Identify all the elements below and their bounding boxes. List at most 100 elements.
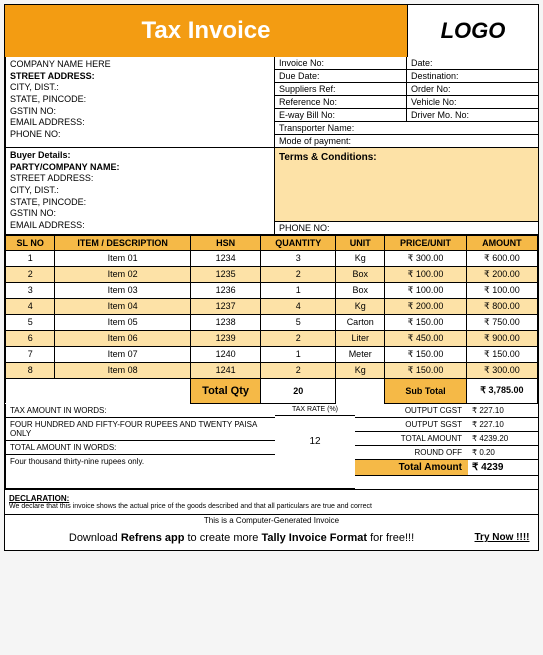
summary-right: TAX RATE (%) 12 OUTPUT CGST₹ 227.10 OUTP… bbox=[275, 404, 538, 489]
cell-unit: Box bbox=[336, 266, 385, 282]
breakdown: OUTPUT CGST₹ 227.10 OUTPUT SGST₹ 227.10 … bbox=[355, 404, 538, 489]
cell-sl: 5 bbox=[6, 314, 55, 330]
buyer-gstin: GSTIN NO: bbox=[10, 208, 270, 220]
buyer-phone: PHONE NO: bbox=[275, 221, 538, 234]
label-suppliers-ref: Suppliers Ref: bbox=[275, 83, 407, 96]
tax-rate-value: 12 bbox=[275, 416, 355, 467]
cell-hsn: 1238 bbox=[190, 314, 261, 330]
total-amount-value: ₹ 4239.20 bbox=[468, 432, 538, 446]
cell-unit: Meter bbox=[336, 346, 385, 362]
cell-qty: 2 bbox=[261, 362, 336, 378]
label-eway: E-way Bill No: bbox=[275, 109, 407, 122]
declaration-text: We declare that this invoice shows the a… bbox=[9, 503, 534, 510]
cell-price: ₹ 150.00 bbox=[385, 362, 467, 378]
cell-qty: 2 bbox=[261, 266, 336, 282]
label-order-no: Order No: bbox=[407, 83, 538, 96]
round-off-label: ROUND OFF bbox=[355, 446, 468, 460]
cell-hsn: 1234 bbox=[190, 250, 261, 266]
seller-block: COMPANY NAME HERE STREET ADDRESS: CITY, … bbox=[5, 57, 275, 148]
round-off-value: ₹ 0.20 bbox=[468, 446, 538, 460]
cgst-value: ₹ 227.10 bbox=[468, 404, 538, 418]
cell-price: ₹ 300.00 bbox=[385, 250, 467, 266]
cell-amount: ₹ 900.00 bbox=[466, 330, 537, 346]
cell-amount: ₹ 200.00 bbox=[466, 266, 537, 282]
total-amount-label: TOTAL AMOUNT bbox=[355, 432, 468, 446]
cell-unit: Box bbox=[336, 282, 385, 298]
cell-sl: 7 bbox=[6, 346, 55, 362]
items-table: SL NO ITEM / DESCRIPTION HSN QUANTITY UN… bbox=[5, 235, 538, 404]
cell-amount: ₹ 600.00 bbox=[466, 250, 537, 266]
try-now-link[interactable]: Try Now !!!! bbox=[472, 532, 532, 543]
col-sl: SL NO bbox=[6, 235, 55, 250]
sub-total-value: ₹ 3,785.00 bbox=[466, 378, 537, 403]
tax-words: FOUR HUNDRED AND FIFTY-FOUR RUPEES AND T… bbox=[5, 418, 275, 441]
buyer-party: PARTY/COMPANY NAME: bbox=[10, 162, 270, 174]
cell-unit: Kg bbox=[336, 250, 385, 266]
summary-left: TAX AMOUNT IN WORDS: FOUR HUNDRED AND FI… bbox=[5, 404, 275, 489]
table-row: 2Item 0212352Box₹ 100.00₹ 200.00 bbox=[6, 266, 538, 282]
label-due-date: Due Date: bbox=[275, 70, 407, 83]
cell-sl: 6 bbox=[6, 330, 55, 346]
cell-hsn: 1236 bbox=[190, 282, 261, 298]
cell-unit: Carton bbox=[336, 314, 385, 330]
tax-rate-column: TAX RATE (%) 12 bbox=[275, 404, 355, 489]
col-desc: ITEM / DESCRIPTION bbox=[55, 235, 190, 250]
tax-rate-label: TAX RATE (%) bbox=[275, 404, 355, 416]
footer-note: This is a Computer-Generated Invoice bbox=[5, 514, 538, 526]
terms-label: Terms & Conditions: bbox=[279, 152, 377, 163]
invoice-container: Tax Invoice LOGO COMPANY NAME HERE STREE… bbox=[4, 4, 539, 551]
label-vehicle-no: Vehicle No: bbox=[407, 96, 538, 109]
buyer-state: STATE, PINCODE: bbox=[10, 197, 270, 209]
cell-hsn: 1240 bbox=[190, 346, 261, 362]
cell-hsn: 1241 bbox=[190, 362, 261, 378]
cell-sl: 2 bbox=[6, 266, 55, 282]
terms-block: Terms & Conditions: PHONE NO: bbox=[275, 148, 538, 235]
cell-qty: 2 bbox=[261, 330, 336, 346]
cell-desc: Item 02 bbox=[55, 266, 190, 282]
dl-app[interactable]: Refrens app bbox=[121, 532, 185, 544]
cgst-label: OUTPUT CGST bbox=[355, 404, 468, 418]
cell-desc: Item 06 bbox=[55, 330, 190, 346]
cell-sl: 3 bbox=[6, 282, 55, 298]
download-bar: Download Refrens app to create more Tall… bbox=[5, 526, 538, 550]
cell-price: ₹ 200.00 bbox=[385, 298, 467, 314]
top-info-row: COMPANY NAME HERE STREET ADDRESS: CITY, … bbox=[5, 57, 538, 148]
buyer-heading: Buyer Details: bbox=[10, 150, 270, 162]
cell-qty: 1 bbox=[261, 282, 336, 298]
buyer-street: STREET ADDRESS: bbox=[10, 173, 270, 185]
label-destination: Destination: bbox=[407, 70, 538, 83]
cell-unit: Kg bbox=[336, 298, 385, 314]
final-amount-label: Total Amount bbox=[355, 460, 468, 476]
dl-pre: Download bbox=[69, 532, 121, 544]
label-invoice-no: Invoice No: bbox=[275, 57, 407, 70]
cell-sl: 1 bbox=[6, 250, 55, 266]
cell-desc: Item 07 bbox=[55, 346, 190, 362]
buyer-email: EMAIL ADDRESS: bbox=[10, 220, 270, 232]
cell-qty: 5 bbox=[261, 314, 336, 330]
header: Tax Invoice LOGO bbox=[5, 5, 538, 57]
dl-mid: to create more bbox=[184, 532, 261, 544]
tax-words-label: TAX AMOUNT IN WORDS: bbox=[5, 404, 275, 418]
declaration-block: DECLARATION: We declare that this invoic… bbox=[5, 489, 538, 514]
logo-placeholder: LOGO bbox=[408, 5, 538, 57]
cell-hsn: 1239 bbox=[190, 330, 261, 346]
cell-hsn: 1237 bbox=[190, 298, 261, 314]
final-amount-value: ₹ 4239 bbox=[468, 460, 538, 476]
label-reference-no: Reference No: bbox=[275, 96, 407, 109]
cell-amount: ₹ 100.00 bbox=[466, 282, 537, 298]
download-text: Download Refrens app to create more Tall… bbox=[11, 532, 472, 544]
cell-qty: 1 bbox=[261, 346, 336, 362]
declaration-title: DECLARATION: bbox=[9, 494, 534, 503]
table-header-row: SL NO ITEM / DESCRIPTION HSN QUANTITY UN… bbox=[6, 235, 538, 250]
col-price: PRICE/UNIT bbox=[385, 235, 467, 250]
col-hsn: HSN bbox=[190, 235, 261, 250]
cell-amount: ₹ 300.00 bbox=[466, 362, 537, 378]
seller-company: COMPANY NAME HERE bbox=[10, 59, 270, 71]
cell-desc: Item 08 bbox=[55, 362, 190, 378]
label-date: Date: bbox=[407, 57, 538, 70]
total-words-label: TOTAL AMOUNT IN WORDS: bbox=[5, 441, 275, 455]
cell-price: ₹ 150.00 bbox=[385, 346, 467, 362]
label-mode: Mode of payment: bbox=[275, 135, 538, 148]
cell-desc: Item 01 bbox=[55, 250, 190, 266]
cell-amount: ₹ 150.00 bbox=[466, 346, 537, 362]
